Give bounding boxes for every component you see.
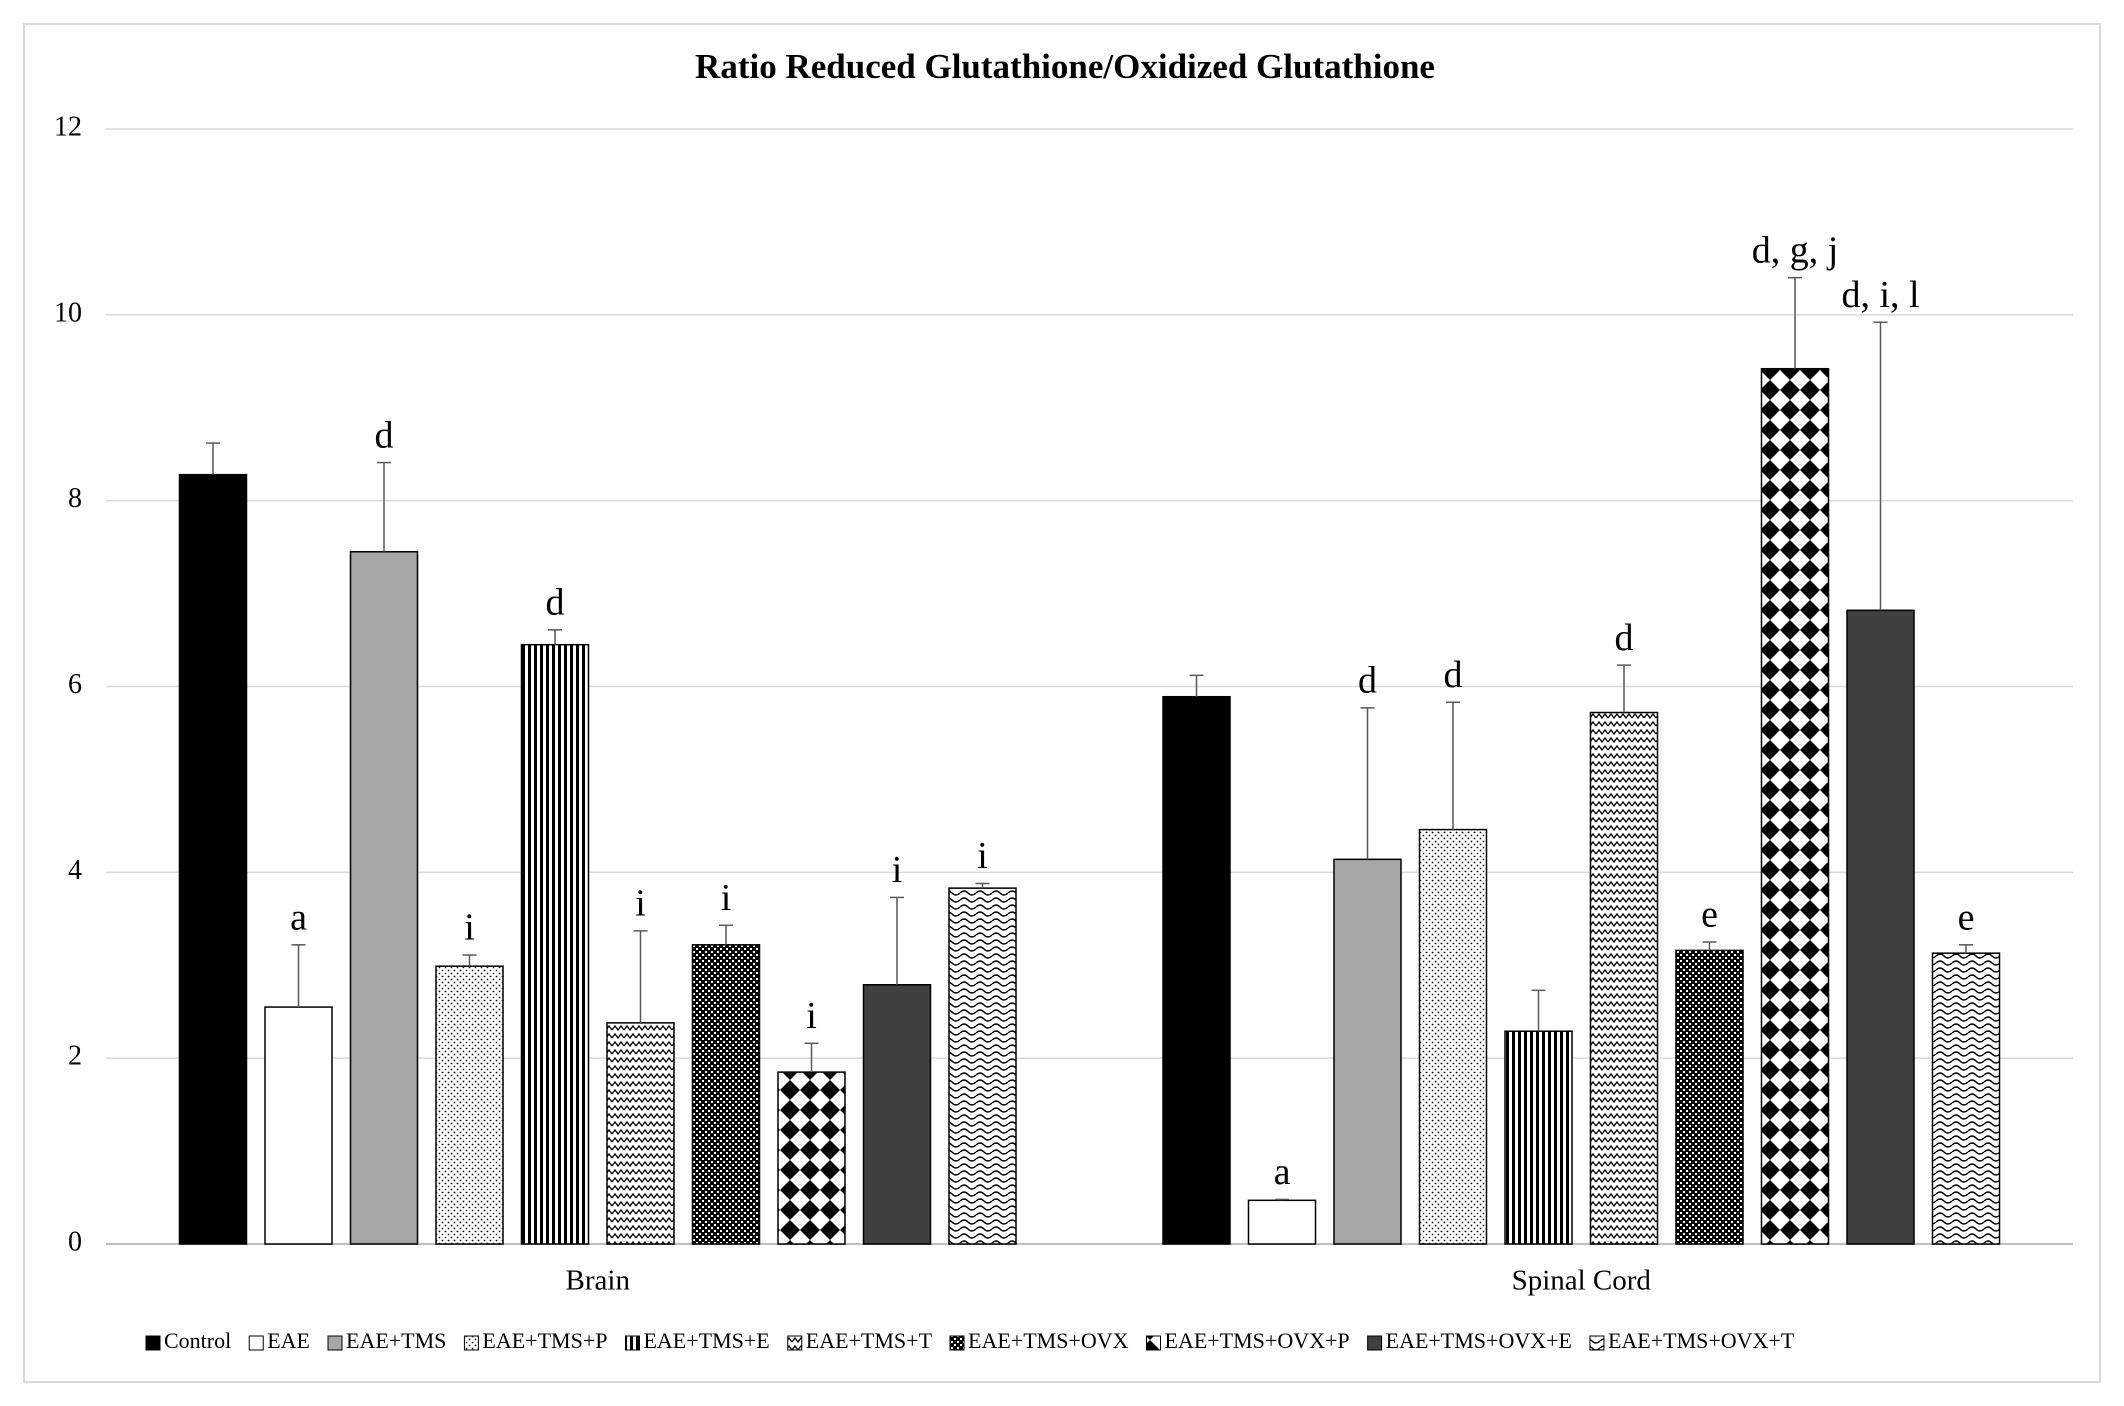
x-tick-label: Brain xyxy=(566,1265,631,1297)
significance-label: i xyxy=(464,907,475,949)
bar xyxy=(1846,609,1915,1245)
bar xyxy=(178,473,248,1245)
significance-label: i xyxy=(806,995,817,1037)
legend-label: Control xyxy=(164,1328,231,1353)
significance-label: i xyxy=(977,835,988,877)
legend-label: EAE+TMS+OVX+P xyxy=(1165,1328,1350,1353)
legend-label: EAE+TMS+OVX+E xyxy=(1386,1328,1572,1353)
bar xyxy=(1162,695,1231,1245)
significance-label: d xyxy=(1444,654,1463,696)
legend-swatch xyxy=(327,1335,343,1351)
significance-label: d, g, j xyxy=(1752,229,1839,271)
bar xyxy=(1589,711,1659,1245)
bar xyxy=(1504,1030,1573,1245)
legend-swatch xyxy=(145,1335,161,1351)
legend-swatch xyxy=(1367,1335,1383,1351)
significance-label: d, i, l xyxy=(1841,274,1919,316)
significance-label: i xyxy=(892,849,903,891)
legend-label: EAE+TMS xyxy=(346,1328,446,1353)
significance-label: d xyxy=(1358,660,1377,702)
legend-swatch xyxy=(1589,1335,1605,1351)
bar xyxy=(948,887,1017,1245)
significance-label: i xyxy=(721,877,732,919)
significance-label: a xyxy=(1274,1151,1291,1193)
bar xyxy=(435,965,504,1245)
x-tick-label: Spinal Cord xyxy=(1512,1265,1652,1297)
y-tick-label: 6 xyxy=(68,669,82,700)
legend-swatch xyxy=(248,1335,264,1351)
y-tick-label: 2 xyxy=(68,1041,82,1072)
bar xyxy=(777,1071,846,1245)
bar xyxy=(1760,367,1830,1245)
bar xyxy=(1931,952,2001,1245)
bar xyxy=(1333,858,1402,1245)
bar xyxy=(520,643,590,1245)
bar xyxy=(1247,1199,1317,1245)
significance-label: e xyxy=(1701,894,1718,936)
bar xyxy=(264,1006,333,1245)
bar xyxy=(349,551,419,1245)
legend-swatch xyxy=(624,1335,640,1351)
significance-label: d xyxy=(546,582,565,624)
legend-swatch xyxy=(463,1335,479,1351)
significance-label: i xyxy=(635,883,646,925)
legend-swatch xyxy=(1146,1335,1161,1351)
y-tick-label: 8 xyxy=(68,483,82,514)
y-tick-label: 12 xyxy=(54,111,82,142)
legend-label: EAE xyxy=(267,1328,310,1353)
y-tick-label: 10 xyxy=(54,297,82,328)
legend-label: EAE+TMS+E xyxy=(643,1328,769,1353)
y-tick-label: 0 xyxy=(68,1226,82,1257)
legend-label: EAE+TMS+P xyxy=(482,1328,607,1353)
bar xyxy=(862,984,932,1245)
significance-label: d xyxy=(375,414,394,456)
bar xyxy=(1675,949,1744,1245)
bar xyxy=(606,1022,675,1245)
significance-label: d xyxy=(1615,617,1634,659)
significance-label: e xyxy=(1958,897,1975,939)
legend-swatch xyxy=(787,1335,803,1351)
chart-title: Ratio Reduced Glutathione/Oxidized Gluta… xyxy=(695,47,1435,86)
bar xyxy=(1418,828,1488,1245)
legend-swatch xyxy=(949,1335,965,1351)
y-tick-label: 4 xyxy=(68,855,82,886)
legend-label: EAE+TMS+OVX xyxy=(968,1328,1129,1353)
significance-label: a xyxy=(290,897,307,939)
legend-label: EAE+TMS+T xyxy=(806,1328,933,1353)
bar xyxy=(691,944,761,1245)
legend-label: EAE+TMS+OVX+T xyxy=(1608,1328,1795,1353)
